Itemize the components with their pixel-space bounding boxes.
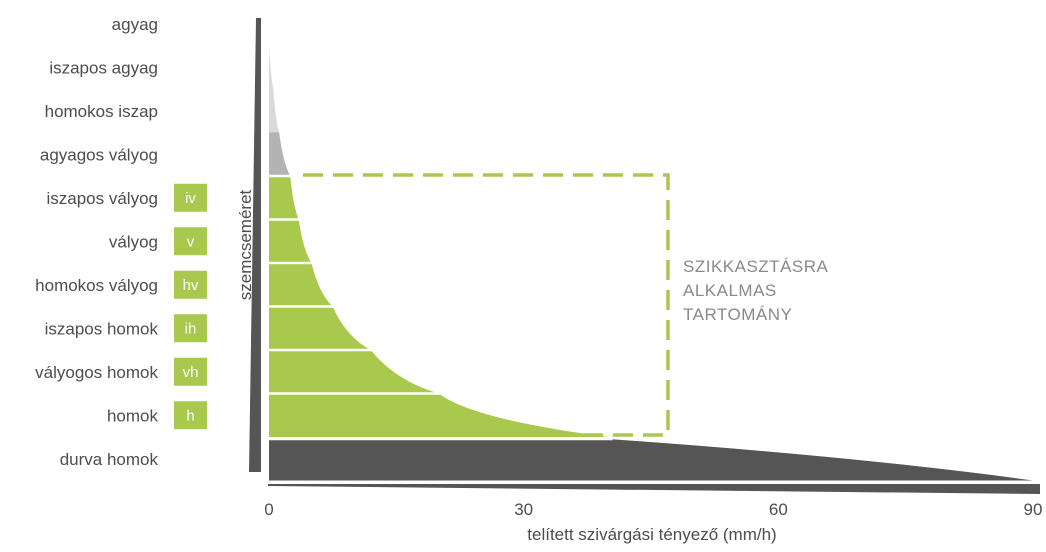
zone-label-line-2: ALKALMAS xyxy=(683,281,777,300)
y-axis-wedge xyxy=(249,18,261,472)
soil-band xyxy=(269,439,1033,481)
soil-band xyxy=(269,176,299,220)
soil-band xyxy=(269,393,609,437)
zone-label-line-3: TARTOMÁNY xyxy=(683,305,792,324)
svg-text:ih: ih xyxy=(185,320,197,337)
soil-label: homokos iszap xyxy=(45,102,158,121)
soil-label: iszapos homok xyxy=(45,319,159,338)
svg-text:h: h xyxy=(186,407,194,424)
x-tick-label: 30 xyxy=(514,500,533,519)
y-axis-title: szemcseméret xyxy=(236,189,255,300)
x-axis-wedge xyxy=(268,484,1040,494)
svg-text:hv: hv xyxy=(183,277,199,294)
soil-label: iszapos agyag xyxy=(49,58,158,77)
x-axis-title: telített szivárgási tényező (mm/h) xyxy=(527,525,776,544)
svg-text:vh: vh xyxy=(183,364,199,381)
band-dividers xyxy=(269,174,613,441)
zone-dashed-outline xyxy=(303,173,670,437)
zone-label-line-1: SZIKKASZTÁSRA xyxy=(683,257,829,276)
svg-text:v: v xyxy=(187,233,195,250)
soil-label: homok xyxy=(107,406,159,425)
soil-bands xyxy=(269,45,1033,481)
soil-badge: vh xyxy=(174,357,207,386)
soil-badge: ih xyxy=(174,314,207,343)
soil-label: agyag xyxy=(112,15,158,34)
soil-badge: iv xyxy=(174,183,207,212)
x-axis-ticks: 0 30 60 90 xyxy=(264,500,1042,519)
axes xyxy=(249,18,1040,494)
soil-badge: hv xyxy=(174,270,207,299)
soil-label: vályog xyxy=(109,232,158,251)
soil-band xyxy=(269,350,439,394)
soil-label: agyagos vályog xyxy=(40,145,158,164)
soil-label: durva homok xyxy=(60,450,159,469)
x-tick-label: 0 xyxy=(264,500,273,519)
x-tick-label: 60 xyxy=(769,500,788,519)
soil-labels: agyag iszapos agyag homokos iszap agyagos v… xyxy=(35,15,158,469)
soil-badge: h xyxy=(174,401,207,430)
svg-text:iv: iv xyxy=(185,190,196,207)
soil-badges: iv v hv ih vh h xyxy=(174,183,207,430)
soil-band xyxy=(269,263,333,307)
x-tick-label: 90 xyxy=(1024,500,1043,519)
soil-label: iszapos vályog xyxy=(46,189,158,208)
soil-badge: v xyxy=(174,227,207,256)
soil-label: homokos vályog xyxy=(35,276,158,295)
soil-label: vályogos homok xyxy=(35,363,158,382)
soil-band xyxy=(269,219,312,263)
soil-band xyxy=(269,89,280,133)
soil-band xyxy=(269,306,371,350)
soil-band xyxy=(269,45,274,89)
soil-band xyxy=(269,132,291,176)
suitable-zone: SZIKKASZTÁSRA ALKALMAS TARTOMÁNY xyxy=(303,173,829,437)
